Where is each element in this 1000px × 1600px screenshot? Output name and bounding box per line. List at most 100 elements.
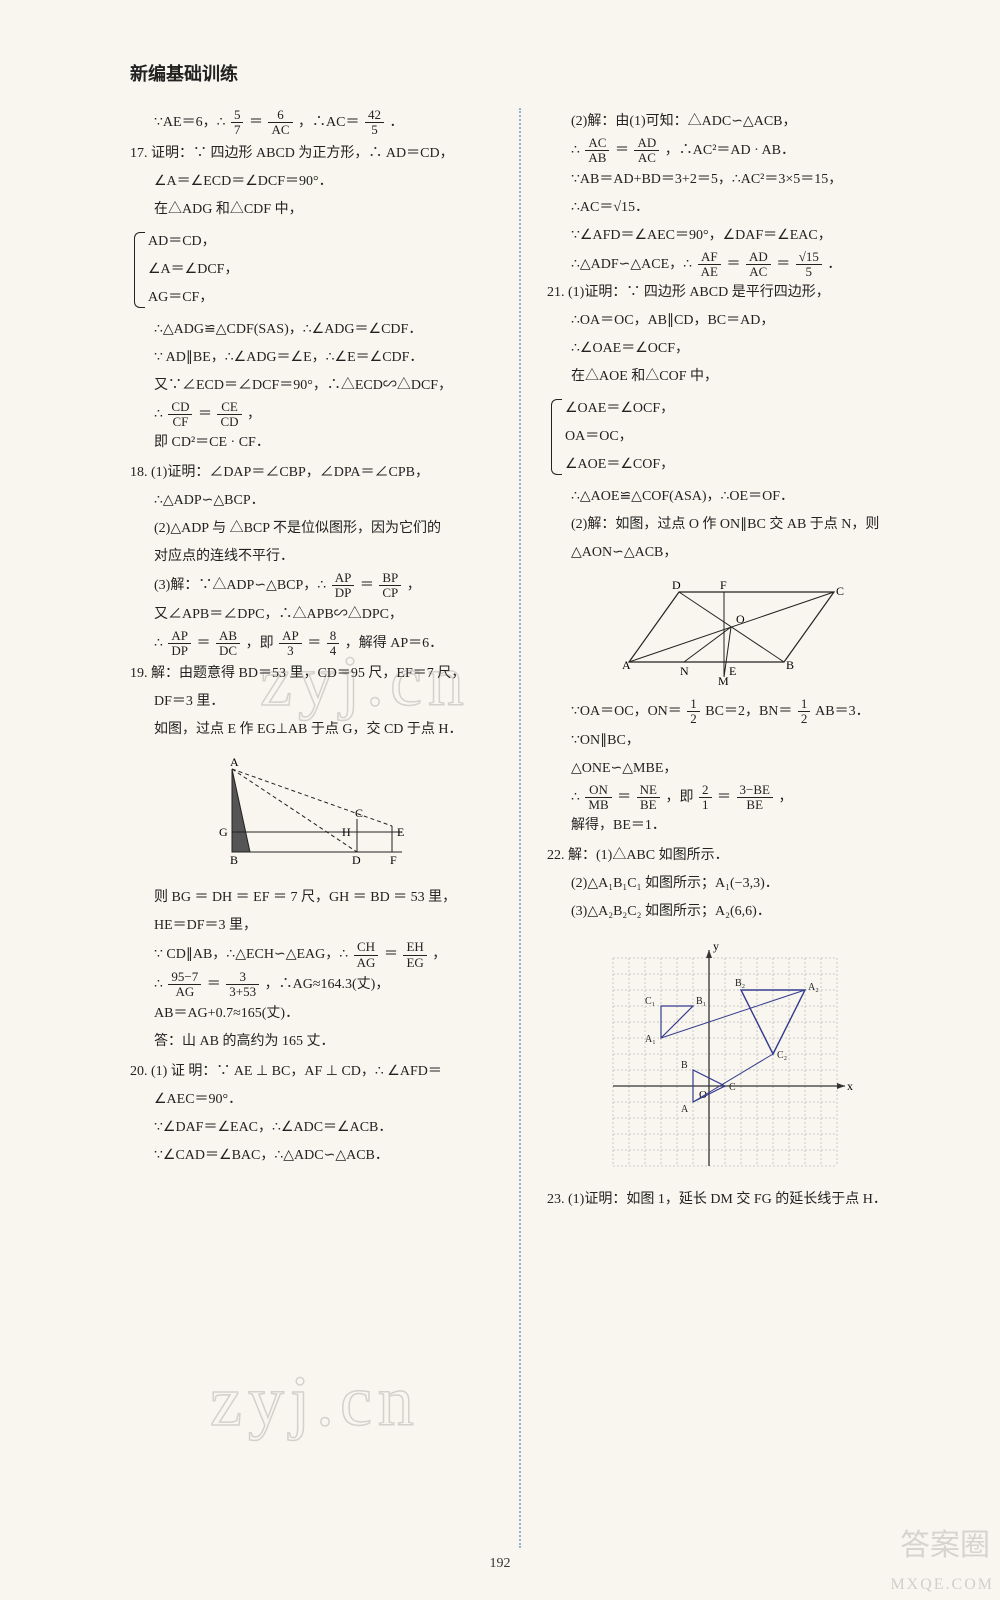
line: ∴△ADP∽△BCP． bbox=[130, 487, 493, 515]
svg-text:E: E bbox=[397, 825, 404, 839]
book-title: 新编基础训练 bbox=[130, 60, 910, 86]
line: (3)△A₂B₂C₂ 如图所示；A₂(6,6)． bbox=[547, 898, 910, 926]
line: 17. 证明：∵ 四边形 ABCD 为正方形，∴ AD＝CD， bbox=[130, 140, 493, 168]
line: ∴ APDP ＝ ABDC ，即 AP3 ＝ 84 ，解得 AP＝6． bbox=[130, 629, 493, 659]
svg-text:O: O bbox=[736, 612, 745, 626]
figure-22-grid: xyOA₁B₁C₁A₂B₂C₂ACB bbox=[547, 936, 910, 1176]
line: ∵AE＝6，∴ 57 ＝ 6AC ，∴AC＝ 425 ． bbox=[130, 108, 493, 138]
line: ∵ON∥BC， bbox=[547, 727, 910, 755]
figure-19: A G B H C D E F bbox=[130, 754, 493, 874]
line: 在△ADG 和△CDF 中， bbox=[130, 196, 493, 224]
line: (2)解：由(1)可知：△ADC∽△ACB， bbox=[547, 108, 910, 136]
line: ∴AC＝√15． bbox=[547, 194, 910, 222]
line: ∴△ADG≌△CDF(SAS)，∴∠ADG＝∠CDF． bbox=[130, 316, 493, 344]
line: 21. (1)证明：∵ 四边形 ABCD 是平行四边形， bbox=[547, 279, 910, 307]
svg-text:F: F bbox=[390, 853, 397, 867]
line: ∴OA＝OC，AB∥CD，BC＝AD， bbox=[547, 307, 910, 335]
line: ∠AEC＝90°． bbox=[130, 1086, 493, 1114]
line: 解得，BE＝1． bbox=[547, 812, 910, 840]
svg-text:y: y bbox=[713, 939, 719, 953]
svg-text:B: B bbox=[230, 853, 238, 867]
problem-19: 19. 解：由题意得 BD＝53 里，CD＝95 尺，EF＝7 尺， DF＝3 … bbox=[130, 660, 493, 1055]
svg-text:B: B bbox=[786, 658, 794, 672]
figure-21: A D F C B O N E M bbox=[547, 577, 910, 687]
svg-text:C: C bbox=[836, 584, 844, 598]
svg-text:F: F bbox=[720, 578, 727, 592]
line: 如图，过点 E 作 EG⊥AB 于点 G，交 CD 于点 H． bbox=[130, 716, 493, 744]
column-divider bbox=[519, 108, 521, 1548]
line: 则 BG ＝ DH ＝ EF ＝ 7 尺，GH ＝ BD ＝ 53 里， bbox=[130, 884, 493, 912]
line: ∵OA＝OC，ON＝ 12 BC＝2，BN＝ 12 AB＝3． bbox=[547, 697, 910, 727]
svg-text:G: G bbox=[219, 825, 228, 839]
line: ∵∠DAF＝∠EAC，∴∠ADC＝∠ACB． bbox=[130, 1114, 493, 1142]
problem-20: 20. (1) 证 明：∵ AE ⊥ BC，AF ⊥ CD，∴ ∠AFD＝ ∠A… bbox=[130, 1058, 493, 1170]
line: 即 CD²＝CE · CF． bbox=[130, 429, 493, 457]
line: ∴△ADF∽△ACE，∴ AFAE ＝ ADAC ＝ √155 ． bbox=[547, 250, 910, 280]
line: ∴ 95−7AG ＝ 33+53 ，∴AG≈164.3(丈)， bbox=[130, 970, 493, 1000]
line: ∴ CDCF ＝ CECD ， bbox=[130, 400, 493, 430]
problem-17: 17. 证明：∵ 四边形 ABCD 为正方形，∴ AD＝CD， ∠A＝∠ECD＝… bbox=[130, 140, 493, 458]
svg-text:C₁: C₁ bbox=[645, 996, 655, 1007]
svg-text:B: B bbox=[681, 1060, 688, 1071]
svg-text:D: D bbox=[672, 578, 681, 592]
brace-item: OA＝OC， bbox=[565, 423, 910, 451]
line: AB＝AG+0.7≈165(丈)． bbox=[130, 1000, 493, 1028]
problem-22: 22. 解：(1)△ABC 如图所示． (2)△A₁B₁C₁ 如图所示；A₁(−… bbox=[547, 842, 910, 1176]
line: ∴ ACAB ＝ ADAC ，∴AC²＝AD · AB． bbox=[547, 136, 910, 166]
line: DF＝3 里． bbox=[130, 688, 493, 716]
line: 22. 解：(1)△ABC 如图所示． bbox=[547, 842, 910, 870]
problem-21: 21. (1)证明：∵ 四边形 ABCD 是平行四边形， ∴OA＝OC，AB∥C… bbox=[547, 279, 910, 840]
line: 又∵∠ECD＝∠DCF＝90°，∴△ECD∽△DCF， bbox=[130, 372, 493, 400]
svg-text:H: H bbox=[342, 825, 351, 839]
svg-text:A: A bbox=[230, 755, 239, 769]
svg-text:N: N bbox=[680, 664, 689, 678]
problem-18: 18. (1)证明：∠DAP＝∠CBP，∠DPA＝∠CPB， ∴△ADP∽△BC… bbox=[130, 459, 493, 658]
svg-text:A₂: A₂ bbox=[808, 982, 819, 993]
svg-text:C: C bbox=[729, 1082, 736, 1093]
line: 在△AOE 和△COF 中， bbox=[547, 363, 910, 391]
brace-item: AD＝CD， bbox=[148, 228, 493, 256]
svg-text:A₁: A₁ bbox=[645, 1034, 656, 1045]
svg-text:x: x bbox=[847, 1079, 853, 1093]
line: ∴ ONMB ＝ NEBE ，即 21 ＝ 3−BEBE ， bbox=[547, 783, 910, 813]
svg-text:B₂: B₂ bbox=[735, 978, 745, 989]
svg-text:D: D bbox=[352, 853, 361, 867]
problem-23: 23. (1)证明：如图 1，延长 DM 交 FG 的延长线于点 H． bbox=[547, 1186, 910, 1214]
line: (3)解：∵△ADP∽△BCP，∴ APDP ＝ BPCP ， bbox=[130, 571, 493, 601]
left-column: ∵AE＝6，∴ 57 ＝ 6AC ，∴AC＝ 425 ． 17. 证明：∵ 四边… bbox=[130, 108, 493, 1548]
page-number: 192 bbox=[0, 1556, 1000, 1572]
svg-text:A: A bbox=[681, 1104, 689, 1115]
line: △AON∽△ACB， bbox=[547, 539, 910, 567]
line: (2)△A₁B₁C₁ 如图所示；A₁(−3,3)． bbox=[547, 870, 910, 898]
line: (2)解：如图，过点 O 作 ON∥BC 交 AB 于点 N，则 bbox=[547, 511, 910, 539]
svg-text:E: E bbox=[729, 664, 736, 678]
line: 23. (1)证明：如图 1，延长 DM 交 FG 的延长线于点 H． bbox=[547, 1186, 910, 1214]
brace-item: ∠A＝∠DCF， bbox=[148, 256, 493, 284]
line: 答：山 AB 的高约为 165 丈． bbox=[130, 1028, 493, 1056]
brace-item: AG＝CF， bbox=[148, 284, 493, 312]
svg-text:M: M bbox=[718, 674, 729, 687]
line: ∵ AD∥BE，∴∠ADG＝∠E，∴∠E＝∠CDF． bbox=[130, 344, 493, 372]
line: ∵∠CAD＝∠BAC，∴△ADC∽△ACB． bbox=[130, 1142, 493, 1170]
brace-item: ∠AOE＝∠COF， bbox=[565, 451, 910, 479]
line: 20. (1) 证 明：∵ AE ⊥ BC，AF ⊥ CD，∴ ∠AFD＝ bbox=[130, 1058, 493, 1086]
line: (2)△ADP 与 △BCP 不是位似图形，因为它们的 bbox=[130, 515, 493, 543]
svg-text:B₁: B₁ bbox=[696, 996, 706, 1007]
line: ∴∠OAE＝∠OCF， bbox=[547, 335, 910, 363]
line: ∵∠AFD＝∠AEC＝90°，∠DAF＝∠EAC， bbox=[547, 222, 910, 250]
brace-item: ∠OAE＝∠OCF， bbox=[565, 395, 910, 423]
line: ∵AB＝AD+BD＝3+2＝5，∴AC²＝3×5＝15， bbox=[547, 166, 910, 194]
line: ∵ CD∥AB，∴△ECH∽△EAG，∴ CHAG ＝ EHEG ， bbox=[130, 940, 493, 970]
line: ∠A＝∠ECD＝∠DCF＝90°． bbox=[130, 168, 493, 196]
right-column: (2)解：由(1)可知：△ADC∽△ACB， ∴ ACAB ＝ ADAC ，∴A… bbox=[547, 108, 910, 1548]
line: HE＝DF＝3 里， bbox=[130, 912, 493, 940]
svg-text:A: A bbox=[622, 658, 631, 672]
svg-text:C₂: C₂ bbox=[777, 1050, 787, 1061]
line: ∴△AOE≌△COF(ASA)，∴OE＝OF． bbox=[547, 483, 910, 511]
line: 对应点的连线不平行． bbox=[130, 543, 493, 571]
two-column-layout: ∵AE＝6，∴ 57 ＝ 6AC ，∴AC＝ 425 ． 17. 证明：∵ 四边… bbox=[130, 108, 910, 1548]
svg-text:C: C bbox=[355, 806, 363, 820]
line: 19. 解：由题意得 BD＝53 里，CD＝95 尺，EF＝7 尺， bbox=[130, 660, 493, 688]
line: 又∠APB＝∠DPC，∴△APB∽△DPC， bbox=[130, 601, 493, 629]
line: △ONE∽△MBE， bbox=[547, 755, 910, 783]
